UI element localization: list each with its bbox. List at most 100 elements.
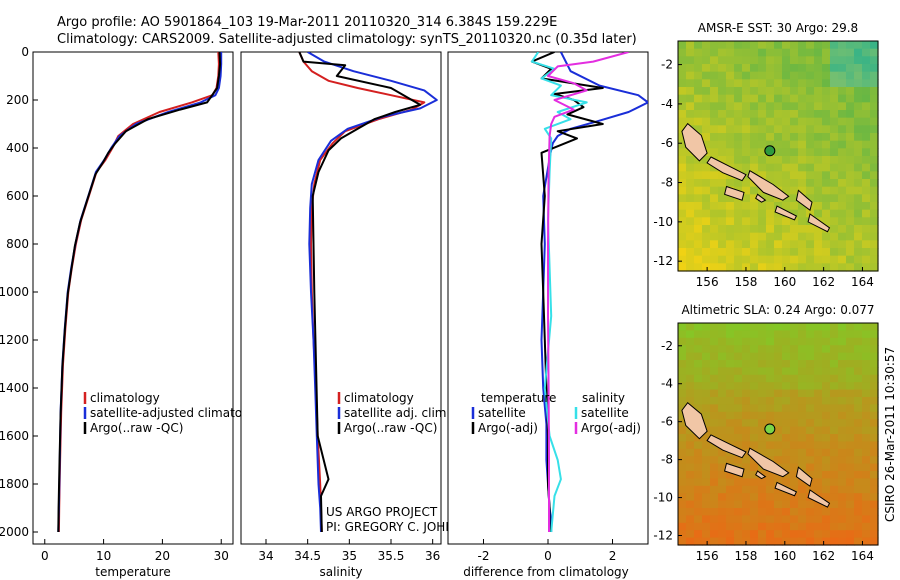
sst_map-heatmap-cell <box>686 110 695 119</box>
sst_map-heatmap-cell <box>718 186 727 195</box>
sst_map-heatmap-cell <box>870 186 879 195</box>
sst_map-heatmap-cell <box>798 148 807 157</box>
sst_map-heatmap-cell <box>718 56 727 65</box>
sla_map-heatmap-cell <box>806 500 815 509</box>
sst_map-heatmap-cell <box>750 110 759 119</box>
sst_map-heatmap-cell <box>806 71 815 80</box>
sla_map-title: Altimetric SLA: 0.24 Argo: 0.077 <box>681 303 874 317</box>
sla_map-heatmap-cell <box>686 352 695 361</box>
sst_map-heatmap-cell <box>822 148 831 157</box>
sla_map-heatmap-cell <box>678 515 687 524</box>
sla_map-heatmap-cell <box>726 426 735 435</box>
sla_map-heatmap-cell <box>870 404 879 413</box>
sla_map-heatmap-cell <box>838 360 847 368</box>
sla_map-heatmap-cell <box>790 426 799 435</box>
sla_map-heatmap-cell <box>710 448 719 457</box>
sla_map-heatmap-cell <box>854 419 863 428</box>
temperature-series-group <box>57 52 223 533</box>
sla_map-heatmap-cell <box>846 411 855 420</box>
figure-title-line2: Climatology: CARS2009. Satellite-adjuste… <box>57 32 637 47</box>
salinity-xtick-label: 34 <box>258 549 273 563</box>
sla_map-coastline <box>681 401 831 508</box>
sla_map-heatmap-cell <box>830 419 839 428</box>
sst_map-heatmap-cell <box>718 48 727 57</box>
sst_map-heatmap-cell <box>782 225 791 234</box>
sla_map-xtick-label: 158 <box>735 549 758 563</box>
temperature-ytick-label: 0 <box>21 45 29 59</box>
sla_map-heatmap-cell <box>718 367 727 376</box>
sla_map-heatmap-cell <box>750 397 759 405</box>
sst_map-heatmap-cell <box>830 248 839 257</box>
sla_map-heatmap-cell <box>758 382 767 391</box>
sla_map-heatmap-cell <box>806 463 815 472</box>
sla_map-heatmap-cell <box>694 404 703 413</box>
sla_map-heatmap-cell <box>846 397 855 405</box>
sla_map-heatmap-cell <box>862 419 871 428</box>
sla_map-heatmap-cell <box>774 337 783 346</box>
sst_map-heatmap-cell <box>814 94 823 103</box>
sla_map-heatmap-cell <box>830 345 839 354</box>
sla_map-heatmap-cell <box>750 478 759 487</box>
sla_map-heatmap-cell <box>734 515 743 524</box>
sst_map-heatmap-cell <box>838 56 847 65</box>
sla_map-heatmap-cell <box>750 515 759 524</box>
sst_map-heatmap-cell <box>750 140 759 149</box>
sla_map-heatmap-cell <box>758 434 767 442</box>
sst_map-heatmap-cell <box>790 248 799 257</box>
sla_map-heatmap-cell <box>870 463 879 472</box>
sla_map-heatmap-cell <box>710 515 719 524</box>
sst_map-heatmap-cell <box>862 56 871 65</box>
sst_map-heatmap-cell <box>790 133 799 142</box>
sst_map-heatmap-cell <box>734 102 743 111</box>
sla_map-heatmap-cell <box>702 360 711 368</box>
sla_map-heatmap-cell <box>782 537 791 546</box>
sst_map-heatmap-cell <box>726 71 735 80</box>
sst_map-heatmap-cell <box>790 209 799 218</box>
sla_map-heatmap-cell <box>838 404 847 413</box>
sla_map-heatmap-cell <box>686 426 695 435</box>
sla_map-heatmap-cell <box>830 352 839 361</box>
sst_map-heatmap-cell <box>734 217 743 226</box>
sst_map-heatmap-cell <box>790 64 799 73</box>
sla_map-heatmap-cell <box>846 485 855 494</box>
sla_map-heatmap-cell <box>798 419 807 428</box>
sla_map-island <box>774 481 798 497</box>
sla_map-heatmap-cell <box>718 448 727 457</box>
sla_map-heatmap-cell <box>726 404 735 413</box>
sla_map-heatmap-cell <box>782 508 791 516</box>
sst_map-heatmap-cell <box>846 209 855 218</box>
salinity-xtick-label: 36 <box>425 549 440 563</box>
sla_map-heatmap-cell <box>814 411 823 420</box>
sla_map-heatmap-cell <box>718 411 727 420</box>
sst_map-heatmap-cell <box>734 248 743 257</box>
sst_map-heatmap-cell <box>806 56 815 65</box>
sst_map-heatmap-cell <box>678 133 687 142</box>
sla_map-heatmap-cell <box>830 522 839 531</box>
sla_map-heatmap-cell <box>862 463 871 472</box>
sst_map-heatmap-cell <box>750 202 759 211</box>
sst_map-heatmap-cell <box>718 102 727 111</box>
sst_map-heatmap-cell <box>838 217 847 226</box>
sla_map-xtick-label: 164 <box>851 549 874 563</box>
sla_map-heatmap-cell <box>806 471 815 479</box>
sla_map-heatmap-cell <box>870 367 879 376</box>
sst_map-heatmap-cell <box>822 133 831 142</box>
sst_map-heatmap-cell <box>774 56 783 65</box>
sst_map-heatmap-cell <box>854 194 863 203</box>
sla_map-heatmap-cell <box>822 382 831 391</box>
sst_map-heatmap-cell <box>742 102 751 111</box>
sst_map-island <box>774 205 798 221</box>
sst_map-heatmap-cell <box>678 87 687 96</box>
sla_map-heatmap-cell <box>782 478 791 487</box>
sla_map-heatmap-cell <box>734 508 743 516</box>
sst_map-heatmap-cell <box>830 56 839 65</box>
sst_map-heatmap-cell <box>774 125 783 134</box>
sst_map-heatmap-cell <box>838 179 847 188</box>
sla_map-heatmap-cell <box>742 352 751 361</box>
sla_map-heatmap-cell <box>742 508 751 516</box>
sst_map-heatmap-cell <box>726 248 735 257</box>
sst_map-heatmap-cell <box>806 163 815 172</box>
sst_map-heatmap-cell <box>814 48 823 57</box>
sst_map-heatmap-cell <box>774 110 783 119</box>
